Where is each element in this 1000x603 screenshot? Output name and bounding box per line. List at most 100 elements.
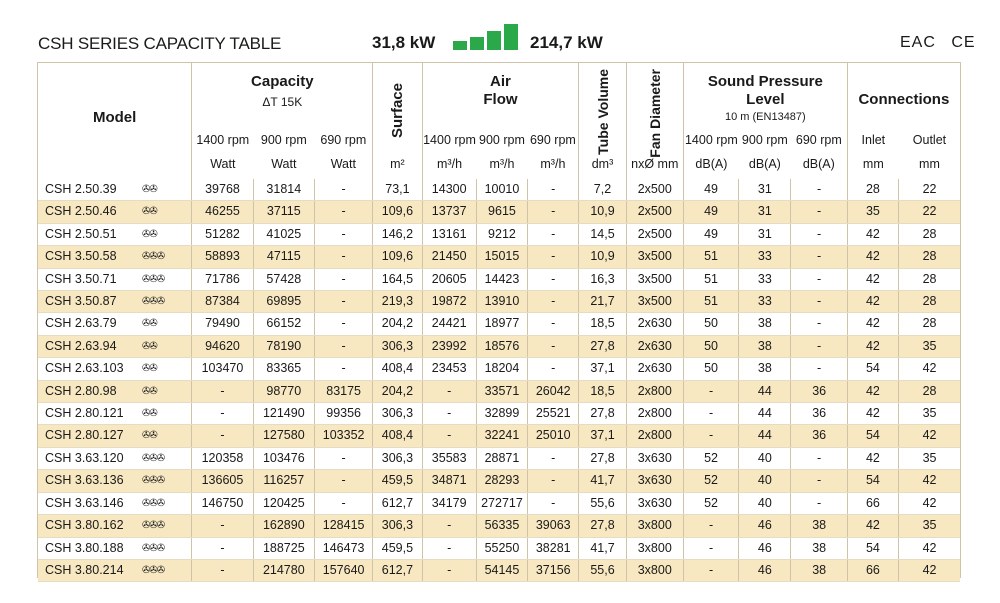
capacity-table: Model Capacity ΔT 15K 1400 rpm 900 rpm 6… [37,62,961,583]
table-cell: - [314,200,374,224]
table-cell: 38 [738,312,792,336]
table-cell: 27,8 [578,402,627,426]
table-cell: 28 [898,380,960,404]
table-cell: 2x800 [626,424,684,448]
table-cell: 32899 [476,402,529,426]
table-cell: 34179 [422,492,477,516]
table-cell: 99356 [314,402,374,426]
table-cell: 38 [790,559,848,583]
table-cell: 28 [898,223,960,247]
model-name: CSH 3.80.188 [45,540,124,555]
table-cell: 13737 [422,200,477,224]
table-cell: 14,5 [578,223,627,247]
table-row: CSH 2.80.98 ✇✇ -98770 83175 204,2-33571 26042… [38,380,960,404]
table-cell: 10010 [476,179,529,202]
table-cell: 13910 [476,290,529,314]
table-cell: 146473 [314,537,374,560]
table-cell: 44 [738,380,792,404]
model-cell: CSH 2.50.51 ✇✇ [38,223,193,247]
table-cell: 51 [683,290,740,314]
table-cell: 3x630 [626,492,684,516]
table-cell: - [527,179,580,202]
table-cell: 78190 [253,335,315,359]
eac-mark: EAC [900,34,936,51]
table-cell: 18,5 [578,380,627,404]
table-cell: 146,2 [372,223,423,247]
table-cell: - [314,290,374,314]
table-cell: - [527,492,580,516]
table-cell: 23453 [422,357,477,381]
table-cell: 28 [898,290,960,314]
table-cell: - [314,447,374,471]
table-row: CSH 3.63.146 ✇✇✇ 146750 120425-612,7 34179 27… [38,492,960,516]
table-cell: 49 [683,200,740,224]
table-cell: - [683,514,740,538]
table-cell: 9615 [476,200,529,224]
table-cell: - [527,223,580,247]
table-cell: 42 [898,559,960,583]
table-cell: 162890 [253,514,315,538]
table-cell: 83175 [314,380,374,404]
table-cell: 15015 [476,245,529,269]
table-cell: 38 [790,514,848,538]
table-cell: 116257 [253,469,315,493]
table-cell: 31814 [253,179,315,202]
table-cell: - [683,537,740,560]
table-cell: 408,4 [372,424,423,448]
table-cell: 69895 [253,290,315,314]
table-cell: 10,9 [578,200,627,224]
table-cell: 28871 [476,447,529,471]
capacity-max: 214,7 kW [530,33,603,52]
table-cell: - [790,200,848,224]
table-cell: 50 [683,357,740,381]
table-cell: 3x630 [626,447,684,471]
fan-count-icon: ✇✇ [142,206,158,218]
table-row: CSH 2.50.46 ✇✇ 46255 37115-109,6 13737 9615-1… [38,200,960,224]
table-cell: - [422,537,477,560]
table-cell: 54 [847,424,900,448]
table-cell: 103470 [191,357,254,381]
table-cell: 28 [847,179,900,202]
table-cell: - [314,312,374,336]
model-cell: CSH 2.63.94 ✇✇ [38,335,193,359]
table-cell: 25521 [527,402,580,426]
table-cell: 103352 [314,424,374,448]
table-cell: 7,2 [578,179,627,202]
table-cell: 35 [898,514,960,538]
table-cell: 204,2 [372,380,423,404]
table-cell: - [790,268,848,292]
table-cell: 71786 [191,268,254,292]
table-cell: 37,1 [578,424,627,448]
table-cell: - [527,245,580,269]
table-cell: 51 [683,245,740,269]
table-cell: 38 [738,335,792,359]
table-cell: 42 [847,290,900,314]
table-cell: 66 [847,559,900,583]
fan-count-icon: ✇✇ [142,385,158,397]
model-name: CSH 2.80.98 [45,383,117,398]
table-cell: 42 [847,245,900,269]
table-cell: - [790,469,848,493]
table-cell: 306,3 [372,447,423,471]
table-cell: 41,7 [578,537,627,560]
table-row: CSH 3.80.214 ✇✇✇ -214780 157640 612,7-54145 3… [38,559,960,583]
table-cell: 121490 [253,402,315,426]
model-name: CSH 2.50.46 [45,204,117,219]
table-cell: 40 [738,469,792,493]
table-cell: - [314,492,374,516]
table-cell: - [790,290,848,314]
model-name: CSH 2.50.39 [45,182,117,196]
table-cell: 38281 [527,537,580,560]
table-cell: 24421 [422,312,477,336]
table-cell: 103476 [253,447,315,471]
table-cell: 25010 [527,424,580,448]
fan-count-icon: ✇✇ [142,408,158,420]
table-row: CSH 2.80.121 ✇✇ -121490 99356 306,3-32899 255… [38,402,960,426]
table-cell: 41,7 [578,469,627,493]
table-cell: 408,4 [372,357,423,381]
fan-count-icon: ✇✇✇ [142,564,165,576]
certification-marks: EAC CE [900,34,986,52]
table-cell: 2x500 [626,179,684,202]
table-cell: 42 [847,514,900,538]
table-cell: 14423 [476,268,529,292]
